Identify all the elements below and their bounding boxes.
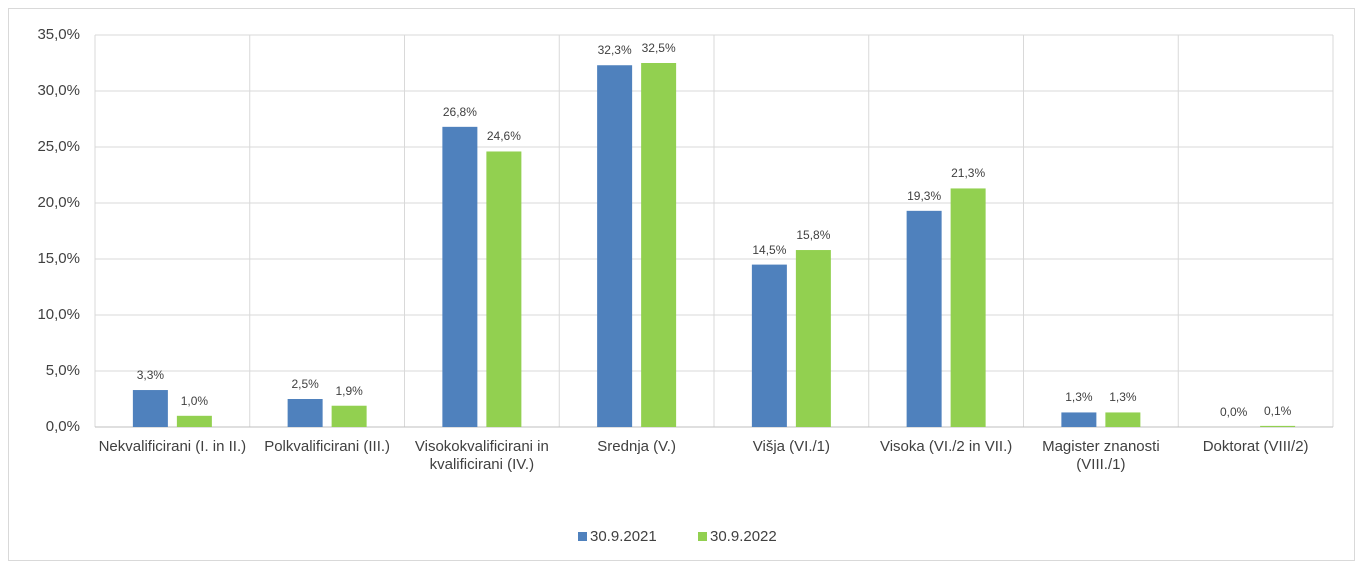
data-label: 1,9% [335,383,363,398]
y-tick-label: 25,0% [37,138,80,155]
x-tick-label: Višja (VI./1) [752,438,830,455]
x-tick-label: Visoka (VI./2 in VII.) [879,438,1013,455]
bar [906,210,942,427]
data-label: 14,5% [752,242,787,257]
bar [1061,412,1097,427]
chart-frame [8,8,1355,561]
bar [442,126,478,427]
data-label: 3,3% [136,368,165,383]
x-tick-label: Visokokvalificirani in kvalificirani (IV… [414,438,549,473]
legend-label: 30.9.2021 [590,528,657,545]
bar [950,188,986,427]
y-tick-label: 35,0% [37,26,80,43]
y-tick-label: 20,0% [37,194,80,211]
data-label: 1,3% [1109,390,1137,405]
bar [751,264,787,427]
x-tick-label: Nekvalificirani (I. in II.) [98,438,247,455]
data-label: 2,5% [291,377,319,391]
data-label: 15,8% [796,228,831,243]
bar [641,63,677,427]
data-label: 1,0% [180,393,209,408]
x-tick-label: Srednja (V.) [597,438,676,455]
data-label: 1,3% [1065,390,1093,405]
bar [331,405,367,427]
bar [597,65,633,428]
legend-label: 30.9.2022 [710,528,777,545]
bar [176,415,212,427]
x-tick-label: Magister znanosti (VIII./1) [1042,438,1160,473]
data-label: 32,3% [597,43,632,58]
y-tick-label: 15,0% [37,250,80,267]
y-tick-label: 5,0% [45,362,80,379]
bar [486,151,522,428]
x-tick-label: Polkvalificirani (III.) [264,438,391,455]
bar [287,399,323,427]
bar [132,390,168,427]
data-label: 0,1% [1263,403,1292,418]
legend-swatch [578,532,587,541]
data-label: 0,0% [1219,405,1248,419]
data-label: 19,3% [907,188,942,203]
y-tick-label: 0,0% [45,418,80,435]
data-label: 21,3% [951,166,986,181]
data-label: 32,5% [641,41,676,55]
bar [1260,425,1296,427]
bar [795,250,831,427]
y-tick-label: 10,0% [37,306,80,323]
x-tick-label: Doktorat (VIII/2) [1202,438,1309,455]
data-label: 24,6% [486,129,521,144]
bar [1105,412,1141,427]
data-label: 26,8% [442,104,477,119]
legend-swatch [698,532,707,541]
y-tick-label: 30,0% [37,82,80,99]
